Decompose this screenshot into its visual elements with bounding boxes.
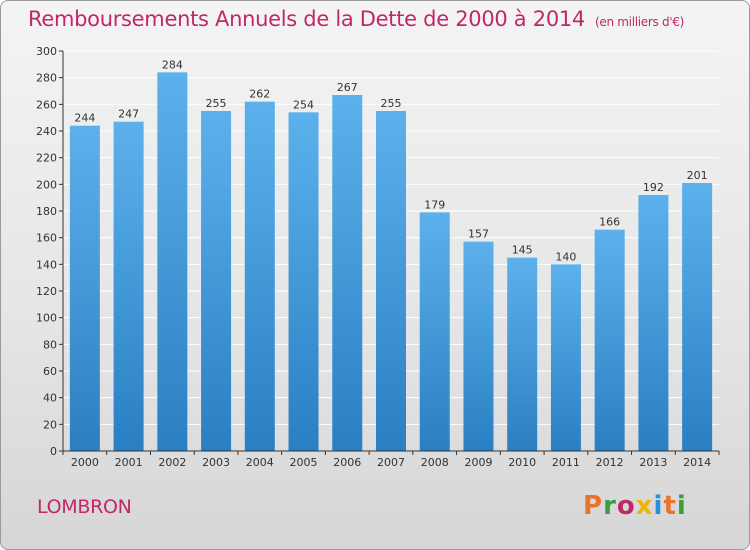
y-tick-label: 200 [36,178,57,191]
bar-series [69,72,713,452]
x-tick-label: 2008 [421,456,449,469]
x-tick-label: 2002 [158,456,186,469]
y-tick-label: 280 [36,72,57,85]
y-tick-label: 140 [36,258,57,271]
bar-2007 [376,111,406,451]
chart-title: Remboursements Annuels de la Dette de 20… [28,7,684,31]
bar-2009 [463,241,494,451]
y-tick-label: 300 [36,45,57,58]
logo-letter: i [676,491,687,521]
x-tick-label: 2013 [639,456,667,469]
bar-2001 [113,121,144,452]
x-tick-label: 2005 [290,456,318,469]
y-tick-label: 220 [36,152,57,165]
x-tick-label: 2012 [596,456,624,469]
x-tick-label: 2010 [508,456,536,469]
y-tick-label: 100 [36,312,57,325]
place-name: LOMBRON [37,496,132,518]
data-label-2009: 157 [468,228,489,241]
bar-2002 [157,72,188,451]
logo-letter: i [653,491,664,521]
bar-2012 [594,229,625,451]
data-label-2011: 140 [555,250,576,263]
bar-2008 [419,212,450,451]
bar-2014 [682,183,713,451]
data-label-2008: 179 [424,198,445,211]
proxiti-logo: Proxiti [583,491,687,521]
data-label-2012: 166 [599,216,620,229]
data-label-2010: 145 [512,244,533,257]
logo-letter: t [663,491,677,521]
data-label-2000: 244 [74,112,95,125]
y-tick-label: 180 [36,205,57,218]
x-tick-label: 2011 [552,456,580,469]
bar-2013 [638,195,669,451]
data-labels: 244 247 284 255 262 254 267 255 179 157 145 140 166 1… [74,58,707,263]
logo-letter: x [635,491,654,521]
data-label-2013: 192 [643,181,664,194]
axes [62,51,719,452]
x-tick-label: 2009 [464,456,492,469]
bar-2003 [201,111,232,451]
data-label-2007: 255 [381,97,402,110]
y-tick-label: 20 [43,418,57,431]
y-tick-label: 240 [36,125,57,138]
bar-2011 [550,264,581,451]
data-label-2006: 267 [337,81,358,94]
y-tick-label: 0 [50,445,57,458]
data-label-2002: 284 [162,58,183,71]
bar-2000 [69,125,100,452]
logo-letter: o [616,491,636,521]
data-label-2001: 247 [118,108,139,121]
data-label-2004: 262 [249,88,270,101]
bar-2005 [288,112,319,451]
x-tick-label: 2006 [333,456,361,469]
y-tick-label: 120 [36,285,57,298]
logo-letter: P [583,491,604,521]
y-tick-label: 40 [43,392,57,405]
x-axis-ticks: 2000 2001 2002 2003 2004 2005 2006 2007 2008 2009… [62,451,720,469]
x-tick-label: 2000 [71,456,99,469]
data-label-2014: 201 [687,169,708,182]
y-tick-label: 160 [36,232,57,245]
chart-title-text: Remboursements Annuels de la Dette de 20… [28,7,585,31]
y-tick-label: 80 [43,338,57,351]
bar-2004 [244,101,275,452]
x-tick-label: 2001 [115,456,143,469]
x-tick-label: 2007 [377,456,405,469]
y-tick-label: 60 [43,365,57,378]
x-tick-label: 2014 [683,456,711,469]
bar-2006 [332,95,363,451]
x-tick-label: 2004 [246,456,274,469]
data-label-2005: 254 [293,98,314,111]
y-tick-label: 260 [36,98,57,111]
logo-letter: r [603,491,617,521]
bar-2010 [507,257,538,451]
x-tick-label: 2003 [202,456,230,469]
y-axis-ticks: 0 20 40 60 80 100 120 140 160 180 200 220 240 260 280 3… [36,45,63,458]
chart-unit-note: (en milliers d'€) [595,15,685,29]
data-label-2003: 255 [206,97,227,110]
